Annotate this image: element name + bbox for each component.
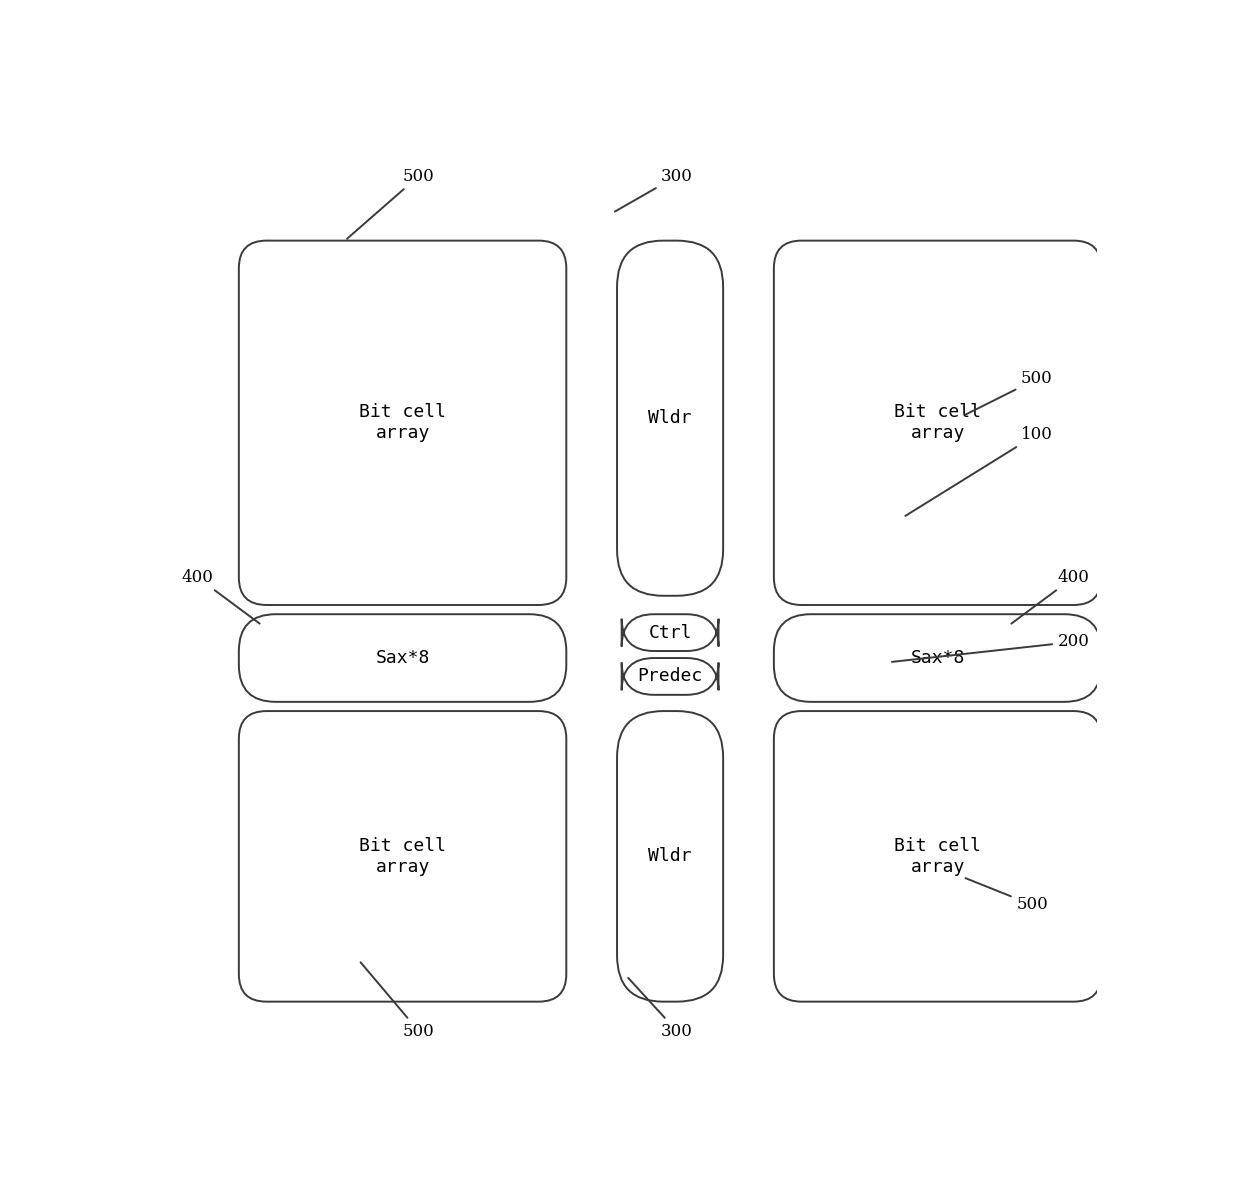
Text: Predec: Predec — [637, 667, 703, 685]
Text: Ctrl: Ctrl — [649, 624, 692, 642]
Text: Sax*8: Sax*8 — [376, 649, 430, 667]
FancyBboxPatch shape — [239, 712, 567, 1002]
Text: Bit cell
array: Bit cell array — [894, 837, 981, 876]
Text: Bit cell
array: Bit cell array — [360, 837, 446, 876]
Text: 300: 300 — [615, 168, 693, 212]
FancyBboxPatch shape — [239, 615, 567, 702]
Text: Bit cell
array: Bit cell array — [894, 404, 981, 442]
FancyBboxPatch shape — [774, 712, 1101, 1002]
Text: 500: 500 — [966, 878, 1048, 913]
Text: Wldr: Wldr — [649, 410, 692, 428]
FancyBboxPatch shape — [621, 658, 718, 695]
Text: Wldr: Wldr — [649, 847, 692, 865]
Text: Bit cell
array: Bit cell array — [360, 404, 446, 442]
Text: 100: 100 — [905, 425, 1053, 516]
Text: 500: 500 — [966, 370, 1053, 415]
Text: 500: 500 — [347, 168, 434, 238]
FancyBboxPatch shape — [774, 615, 1101, 702]
FancyBboxPatch shape — [621, 615, 718, 651]
Text: 300: 300 — [629, 978, 693, 1040]
FancyBboxPatch shape — [618, 241, 723, 595]
FancyBboxPatch shape — [774, 241, 1101, 605]
FancyBboxPatch shape — [239, 241, 567, 605]
Text: 400: 400 — [1012, 569, 1090, 624]
Text: 400: 400 — [181, 569, 259, 624]
Text: Sax*8: Sax*8 — [910, 649, 965, 667]
Text: 500: 500 — [361, 962, 434, 1040]
Text: 200: 200 — [892, 634, 1090, 661]
FancyBboxPatch shape — [618, 712, 723, 1002]
